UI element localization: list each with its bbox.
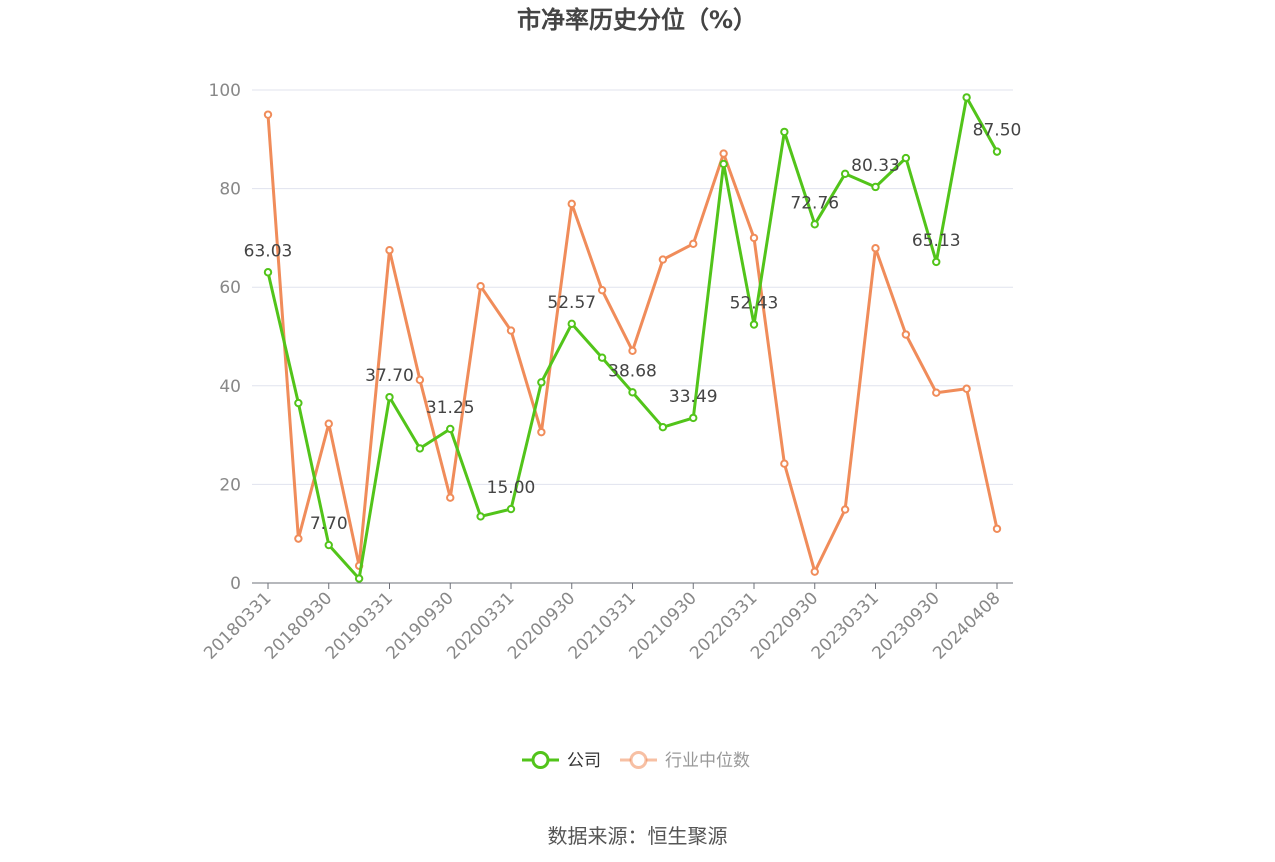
data-point xyxy=(932,257,941,267)
data-point xyxy=(597,353,607,362)
data-label: 7.70 xyxy=(310,514,348,534)
y-tick-label: 80 xyxy=(219,180,241,200)
legend-marker xyxy=(531,751,550,769)
data-point xyxy=(932,388,941,397)
data-point xyxy=(962,93,971,102)
legend-marker xyxy=(629,751,648,769)
data-point xyxy=(719,159,728,169)
data-point xyxy=(871,244,880,253)
data-point xyxy=(415,444,425,453)
data-point xyxy=(780,459,789,468)
data-point xyxy=(506,504,516,514)
data-point xyxy=(901,330,911,339)
x-axis: 2018033120180930201903312019093020200331… xyxy=(200,582,1013,664)
y-tick-label: 60 xyxy=(219,278,241,298)
data-label: 87.50 xyxy=(973,121,1022,141)
data-point xyxy=(749,233,759,243)
data-point xyxy=(537,427,546,437)
data-label: 72.76 xyxy=(790,193,839,213)
series-layer xyxy=(263,93,1002,583)
data-point xyxy=(537,378,546,387)
data-point xyxy=(263,268,273,277)
data-point xyxy=(689,239,698,249)
data-point xyxy=(415,375,425,385)
data-label: 33.49 xyxy=(669,387,718,407)
data-source: 数据来源：恒生聚源 xyxy=(547,824,728,848)
data-point xyxy=(506,326,516,335)
data-point xyxy=(446,424,455,434)
data-point xyxy=(324,540,333,550)
data-point xyxy=(719,149,728,158)
data-label: 80.33 xyxy=(851,156,900,176)
chart-title: 市净率历史分位（%） xyxy=(517,6,757,34)
y-tick-label: 0 xyxy=(230,574,241,594)
data-point xyxy=(385,246,394,255)
data-point xyxy=(901,153,911,163)
data-point xyxy=(810,567,819,576)
data-point xyxy=(324,419,333,428)
data-point xyxy=(749,320,759,329)
data-point xyxy=(962,384,971,393)
data-point xyxy=(567,199,576,209)
data-point xyxy=(689,413,698,423)
data-label: 37.70 xyxy=(365,366,414,386)
legend-item-0[interactable]: 公司 xyxy=(522,751,601,771)
data-label: 65.13 xyxy=(912,231,961,251)
data-point xyxy=(871,182,880,192)
data-point xyxy=(992,524,1002,533)
data-label: 31.25 xyxy=(426,398,475,418)
data-label: 52.57 xyxy=(547,293,596,313)
data-label: 52.43 xyxy=(730,294,779,314)
data-point xyxy=(658,423,668,432)
data-point xyxy=(810,220,819,229)
y-axis: 0 20 40 60 80 100 xyxy=(209,81,241,594)
data-point xyxy=(385,392,394,402)
y-tick-label: 40 xyxy=(219,377,241,397)
data-point xyxy=(780,127,789,137)
data-point xyxy=(294,534,303,543)
legend[interactable]: 公司 行业中位数 xyxy=(522,751,750,771)
data-point xyxy=(354,574,364,583)
data-labels: 63.03 7.70 37.70 31.25 15.00 52.57 38.68 33.49 5… xyxy=(244,121,1022,534)
data-point xyxy=(628,346,637,355)
data-point xyxy=(597,285,607,295)
data-label: 38.68 xyxy=(608,361,657,381)
data-point xyxy=(476,512,485,521)
data-label: 63.03 xyxy=(244,241,293,261)
grid-lines xyxy=(252,89,1013,485)
legend-label: 公司 xyxy=(567,751,601,771)
data-label: 15.00 xyxy=(487,478,536,498)
y-tick-label: 100 xyxy=(209,81,241,101)
data-point xyxy=(840,505,850,514)
data-point xyxy=(446,493,455,502)
data-point xyxy=(992,147,1002,156)
y-tick-label: 20 xyxy=(219,475,241,495)
legend-item-1[interactable]: 行业中位数 xyxy=(620,751,750,771)
data-point xyxy=(658,255,668,264)
series-line-1 xyxy=(266,113,999,574)
data-point xyxy=(628,388,637,397)
legend-label: 行业中位数 xyxy=(665,751,750,771)
data-point xyxy=(567,319,576,329)
data-point xyxy=(476,282,485,291)
data-point xyxy=(840,169,850,179)
data-point xyxy=(294,398,303,408)
data-point xyxy=(263,110,273,119)
